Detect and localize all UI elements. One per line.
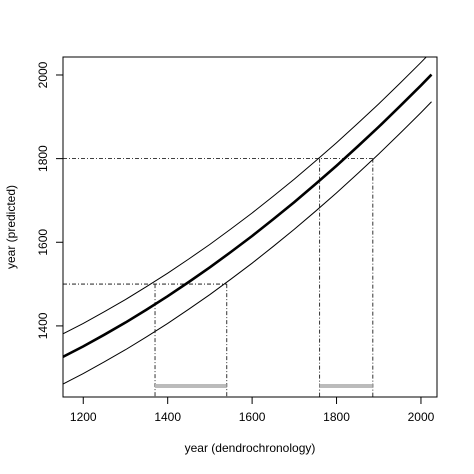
x-tick-label: 1600	[239, 410, 266, 424]
y-tick-label: 1800	[36, 145, 50, 172]
y-tick-label: 2000	[36, 61, 50, 88]
x-tick-label: 1800	[323, 410, 350, 424]
x-tick-label: 2000	[408, 410, 435, 424]
plot-frame	[62, 56, 438, 398]
y-tick-label: 1400	[36, 312, 50, 339]
series-line	[63, 101, 432, 385]
y-axis-label: year (predicted)	[4, 185, 18, 269]
y-tick-label: 1600	[36, 229, 50, 256]
x-tick-label: 1200	[70, 410, 97, 424]
series-line	[63, 57, 427, 335]
x-tick-label: 1400	[154, 410, 181, 424]
x-axis-label: year (dendrochronology)	[185, 441, 316, 455]
plot-area	[63, 57, 433, 397]
series-line	[63, 73, 433, 359]
